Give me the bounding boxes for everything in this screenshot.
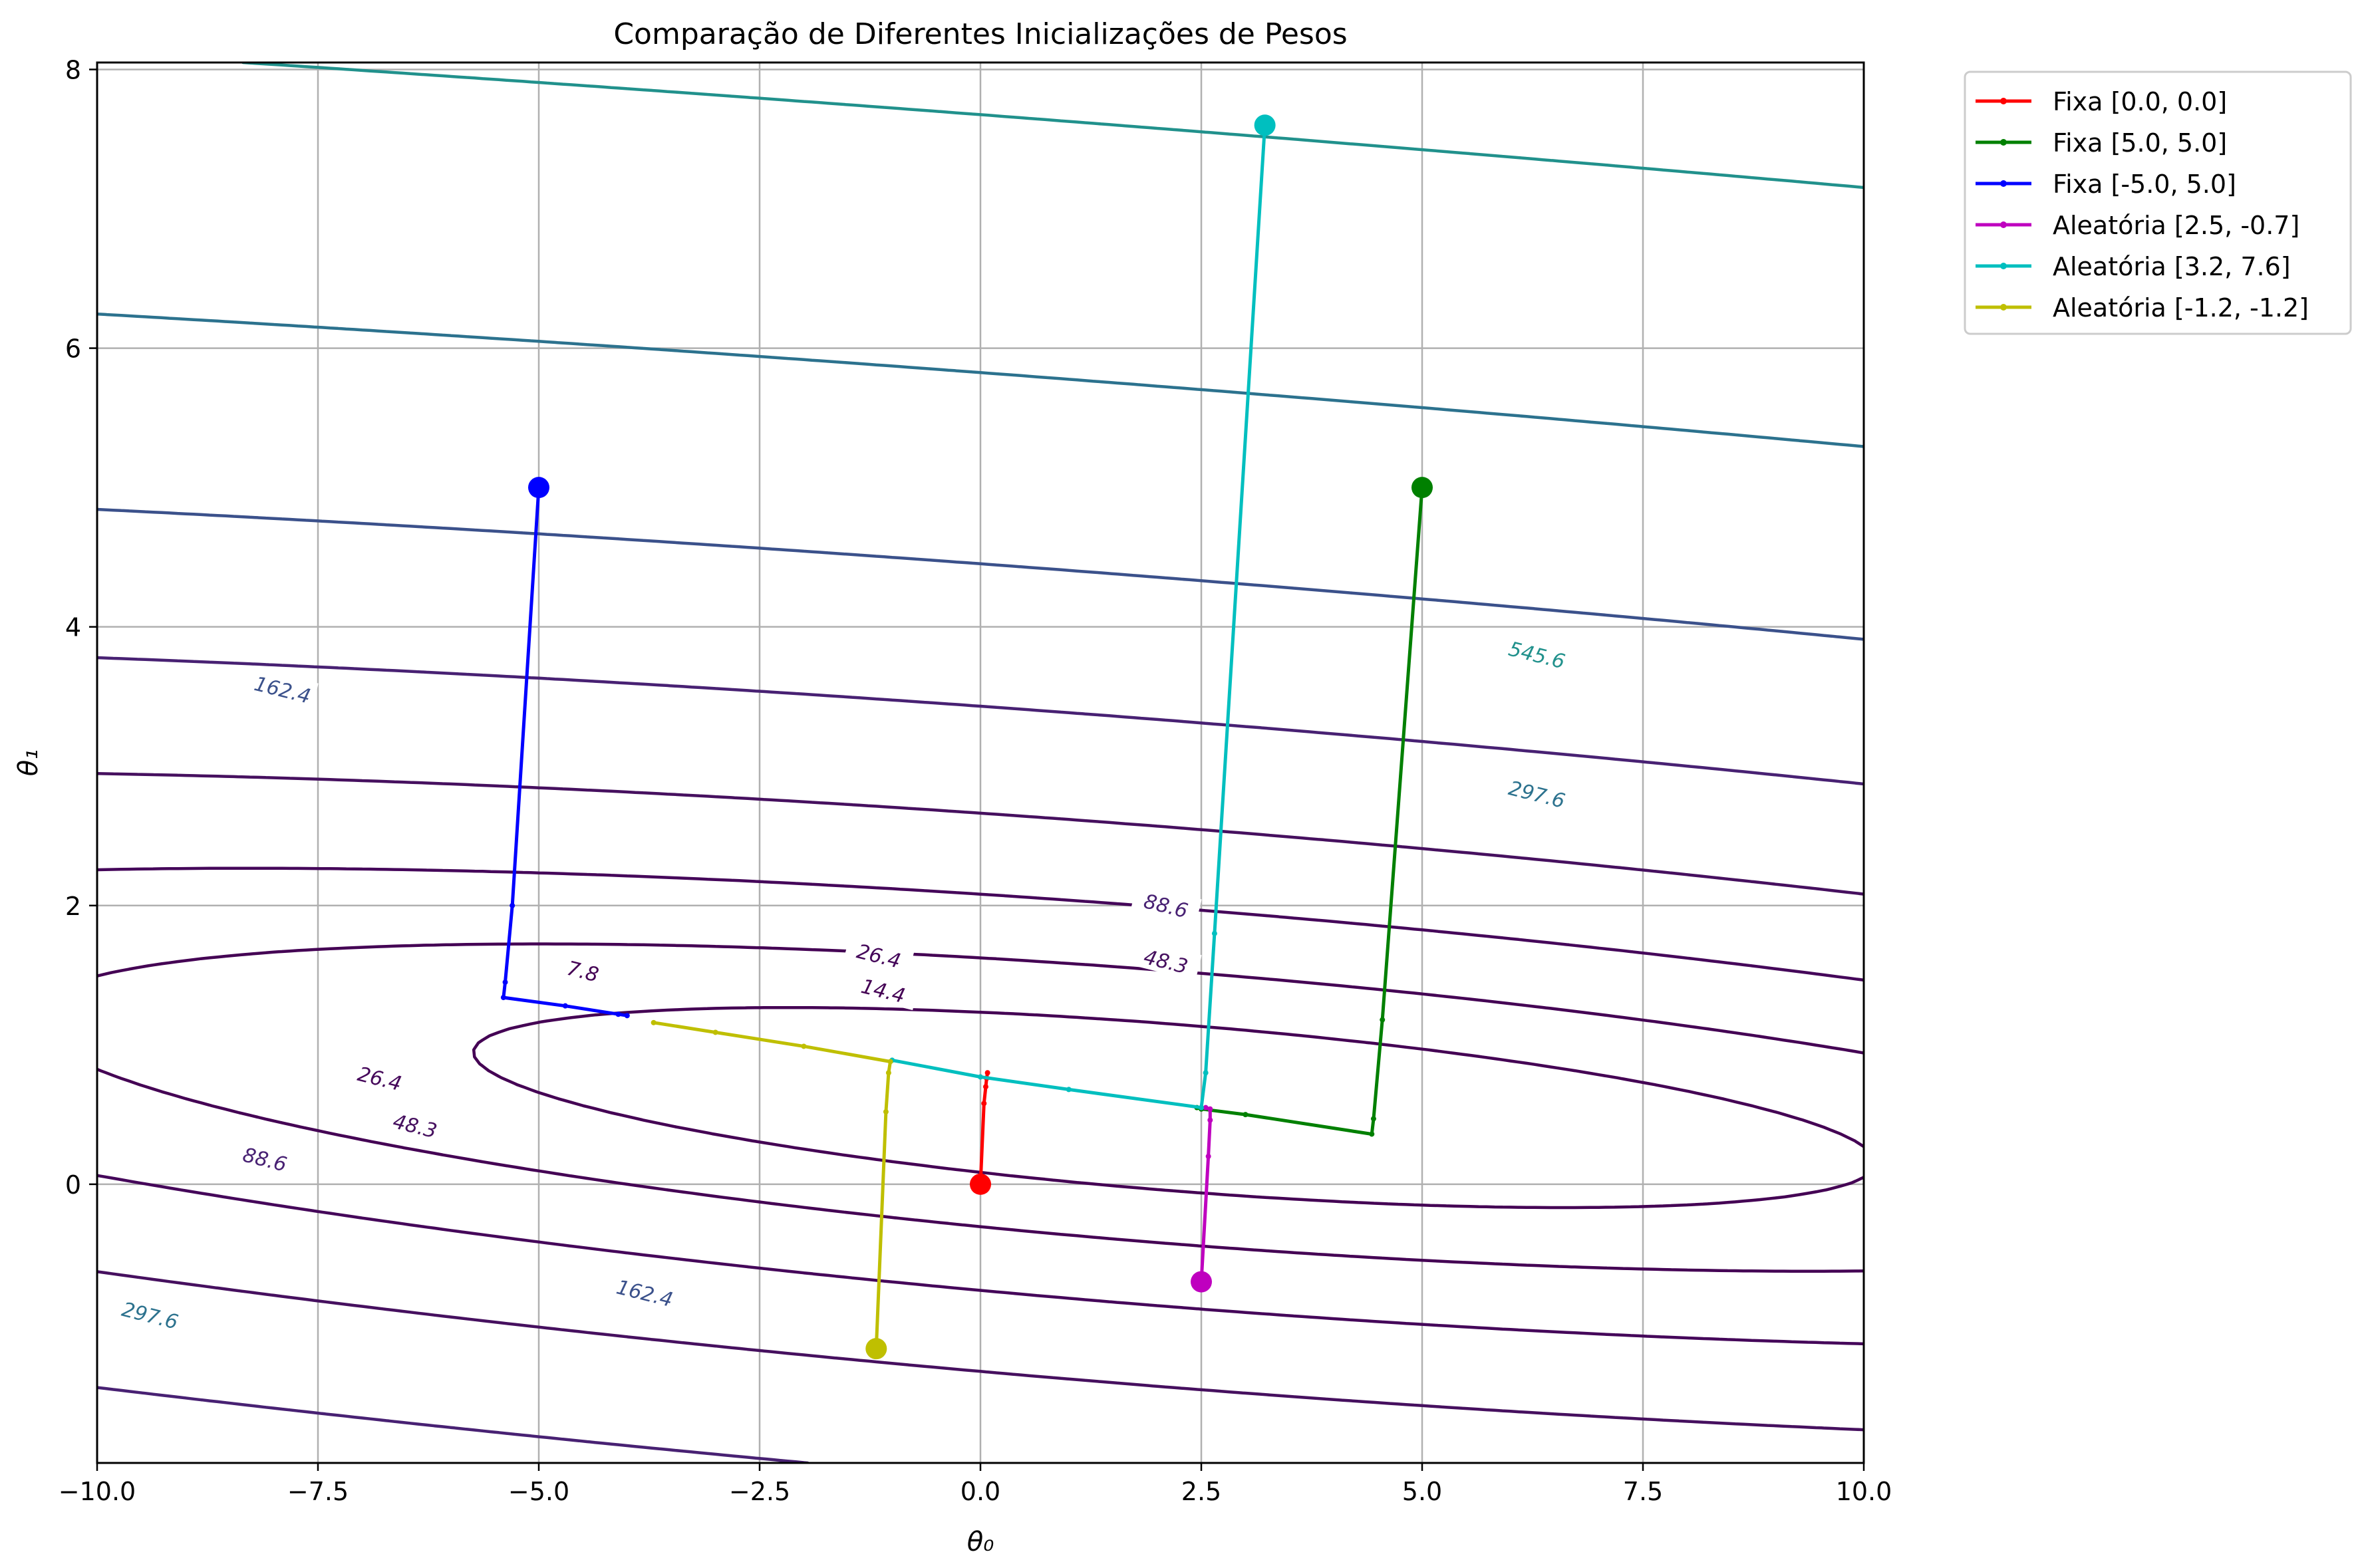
series-point-3 bbox=[1203, 1105, 1209, 1111]
series-point-4 bbox=[1211, 930, 1217, 936]
series-point-5 bbox=[801, 1043, 807, 1049]
series-point-4 bbox=[1203, 1070, 1209, 1076]
x-tick-label: 10.0 bbox=[1836, 1477, 1892, 1506]
contour-label-bg bbox=[848, 968, 919, 1011]
series-start-marker-4 bbox=[1254, 114, 1276, 136]
series-lines bbox=[500, 114, 1433, 1360]
series-point-2 bbox=[502, 980, 508, 985]
legend-label-2: Fixa [-5.0, 5.0] bbox=[2053, 170, 2236, 199]
legend-marker-2 bbox=[2000, 180, 2007, 187]
contour-label-bg bbox=[229, 1136, 301, 1179]
series-point-2 bbox=[562, 1003, 568, 1009]
contour-label-bg bbox=[380, 1103, 451, 1146]
legend-marker-5 bbox=[2000, 304, 2007, 311]
contour-label-bg bbox=[247, 667, 319, 710]
contour-level-7.8 bbox=[472, 1005, 1864, 1210]
legend-label-0: Fixa [0.0, 0.0] bbox=[2053, 87, 2227, 116]
series-point-2 bbox=[624, 1013, 630, 1019]
series-point-3 bbox=[1207, 1106, 1213, 1112]
contour-level-297.6 bbox=[97, 312, 1864, 448]
contour-label-bg bbox=[1501, 771, 1573, 814]
contour-level-162.4 bbox=[97, 507, 1864, 641]
contour-label-bg bbox=[843, 933, 915, 976]
x-tick-label: −5.0 bbox=[508, 1477, 569, 1506]
series-start-marker-5 bbox=[865, 1338, 887, 1360]
y-tick-label: 0 bbox=[65, 1170, 81, 1200]
series-point-1 bbox=[1370, 1116, 1376, 1122]
series-point-3 bbox=[1205, 1153, 1211, 1159]
contour-level-26.4 bbox=[97, 866, 1864, 1346]
series-point-3 bbox=[1207, 1117, 1213, 1123]
legend-label-4: Aleatória [3.2, 7.6] bbox=[2053, 252, 2291, 281]
contour-level-48.3 bbox=[97, 772, 1864, 1432]
x-tick-label: 2.5 bbox=[1181, 1477, 1221, 1506]
y-tick-label: 4 bbox=[65, 613, 81, 642]
contour-label-bg bbox=[1501, 632, 1573, 675]
series-point-0 bbox=[981, 1101, 987, 1107]
legend-label-1: Fixa [5.0, 5.0] bbox=[2053, 128, 2227, 158]
contour-lines bbox=[97, 63, 1864, 1463]
series-point-5 bbox=[651, 1019, 657, 1025]
series-point-5 bbox=[885, 1070, 891, 1076]
x-tick-label: 5.0 bbox=[1402, 1477, 1442, 1506]
series-point-2 bbox=[615, 1011, 621, 1017]
x-tick-label: 0.0 bbox=[960, 1477, 1000, 1506]
series-point-1 bbox=[1380, 1017, 1386, 1023]
series-point-0 bbox=[982, 1084, 988, 1090]
contour-level-88.6 bbox=[97, 656, 1864, 1463]
x-tick-label: −10.0 bbox=[59, 1477, 136, 1506]
legend-marker-4 bbox=[2000, 263, 2007, 269]
series-point-4 bbox=[978, 1074, 983, 1080]
series-point-4 bbox=[1066, 1087, 1072, 1093]
series-point-2 bbox=[510, 902, 516, 908]
legend: Fixa [0.0, 0.0] Fixa [5.0, 5.0] Fixa [-5.0… bbox=[1964, 70, 2352, 335]
contour-level-14.4 bbox=[97, 942, 1864, 1273]
series-point-2 bbox=[500, 995, 506, 1001]
x-tick-label: −7.5 bbox=[287, 1477, 349, 1506]
x-tick-label: −2.5 bbox=[729, 1477, 790, 1506]
chart-title: Comparação de Diferentes Inicializações … bbox=[613, 17, 1347, 51]
legend-marker-1 bbox=[2000, 139, 2007, 146]
contour-label-bg bbox=[114, 1293, 186, 1335]
legend-marker-0 bbox=[2000, 98, 2007, 104]
y-tick-label: 2 bbox=[65, 892, 81, 921]
series-point-1 bbox=[1369, 1131, 1375, 1137]
x-tick-label: 7.5 bbox=[1623, 1477, 1663, 1506]
contour-label-bg bbox=[609, 1270, 681, 1313]
legend-label-3: Aleatória [2.5, -0.7] bbox=[2053, 211, 2299, 240]
series-start-marker-3 bbox=[1191, 1271, 1212, 1293]
legend-marker-3 bbox=[2000, 221, 2007, 228]
series-point-4 bbox=[1199, 1105, 1204, 1111]
y-axis-label: θ₁ bbox=[13, 749, 44, 777]
y-tick-label: 6 bbox=[65, 334, 81, 364]
contour-label-bg bbox=[1131, 883, 1202, 926]
series-point-5 bbox=[883, 1109, 889, 1114]
series-point-5 bbox=[887, 1059, 893, 1065]
series-start-marker-2 bbox=[528, 477, 549, 499]
x-axis-ticks: −10.0 −7.5 −5.0 −2.5 0.0 2.5 5.0 7.5 10.0 bbox=[59, 1463, 1892, 1506]
legend-box bbox=[1964, 70, 2352, 335]
y-axis-ticks: 0 2 4 6 8 bbox=[65, 55, 97, 1200]
contour-label-bg bbox=[547, 948, 619, 991]
series-point-5 bbox=[712, 1029, 718, 1035]
contour-label-bg bbox=[345, 1056, 416, 1099]
legend-label-5: Aleatória [-1.2, -1.2] bbox=[2053, 293, 2309, 323]
contour-label-bg bbox=[1131, 939, 1202, 981]
series-start-marker-1 bbox=[1411, 477, 1433, 499]
series-point-1 bbox=[1243, 1112, 1249, 1118]
x-axis-label: θ₀ bbox=[967, 1527, 994, 1557]
series-start-marker-0 bbox=[970, 1173, 991, 1195]
y-tick-label: 8 bbox=[65, 55, 81, 84]
series-point-0 bbox=[984, 1070, 990, 1076]
